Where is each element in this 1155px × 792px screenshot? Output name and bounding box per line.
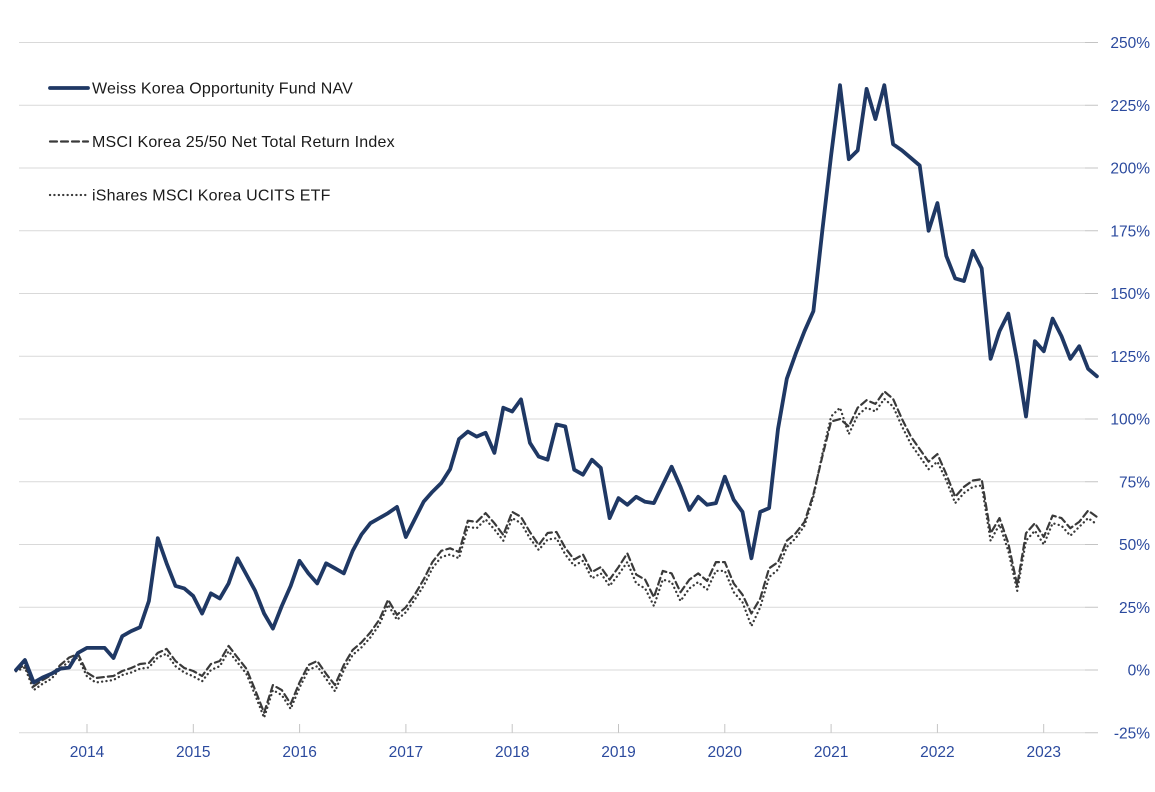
legend-label-fund-nav: Weiss Korea Opportunity Fund NAV: [92, 81, 353, 98]
x-axis-label: 2015: [176, 744, 210, 761]
y-axis-labels-group: 250% 225% 200% 175% 150% 125% 100% 75% 50% 25% 0% -…: [1110, 35, 1150, 742]
x-axis-label: 2023: [1026, 744, 1060, 761]
y-axis-label: 175%: [1110, 223, 1150, 240]
series-line-dashed: [14, 390, 1099, 714]
x-axis-label: 2016: [282, 744, 316, 761]
legend-label-ishares-etf: iShares MSCI Korea UCITS ETF: [92, 188, 331, 205]
x-axis-label: 2018: [495, 744, 529, 761]
x-axis-labels-group: 2014 2015 2016 2017 2018 2019 2020 2021 2022 2023: [70, 744, 1061, 761]
gridlines-group: [19, 42, 1098, 734]
legend-item-ishares-etf: iShares MSCI Korea UCITS ETF: [48, 188, 331, 205]
y-axis-label: 75%: [1119, 474, 1150, 491]
legend-label-msci-index: MSCI Korea 25/50 Net Total Return Index: [92, 134, 395, 151]
y-axis-label: -25%: [1114, 725, 1150, 742]
x-axis-label: 2022: [920, 744, 954, 761]
x-axis-label: 2019: [601, 744, 635, 761]
series-group: [14, 83, 1099, 719]
x-axis-label: 2020: [708, 744, 743, 761]
y-axis-label: 125%: [1110, 349, 1150, 366]
y-axis-label: 225%: [1110, 98, 1150, 115]
x-axis-label: 2021: [814, 744, 848, 761]
x-axis-group: [86, 724, 1045, 733]
y-axis-label: 150%: [1110, 286, 1150, 303]
legend-item-msci-index: MSCI Korea 25/50 Net Total Return Index: [48, 134, 395, 151]
y-axis-label: 100%: [1110, 412, 1150, 429]
y-axis-label: 250%: [1110, 35, 1150, 52]
x-axis-label: 2014: [70, 744, 105, 761]
series-line-solid: [14, 83, 1099, 685]
x-axis-label: 2017: [389, 744, 423, 761]
y-axis-label: 25%: [1119, 600, 1150, 617]
y-axis-label: 200%: [1110, 161, 1150, 178]
chart-legend: Weiss Korea Opportunity Fund NAV MSCI Ko…: [48, 81, 395, 205]
y-axis-label: 50%: [1119, 537, 1150, 554]
legend-item-fund-nav: Weiss Korea Opportunity Fund NAV: [48, 81, 353, 98]
y-axis-label: 0%: [1128, 663, 1151, 680]
